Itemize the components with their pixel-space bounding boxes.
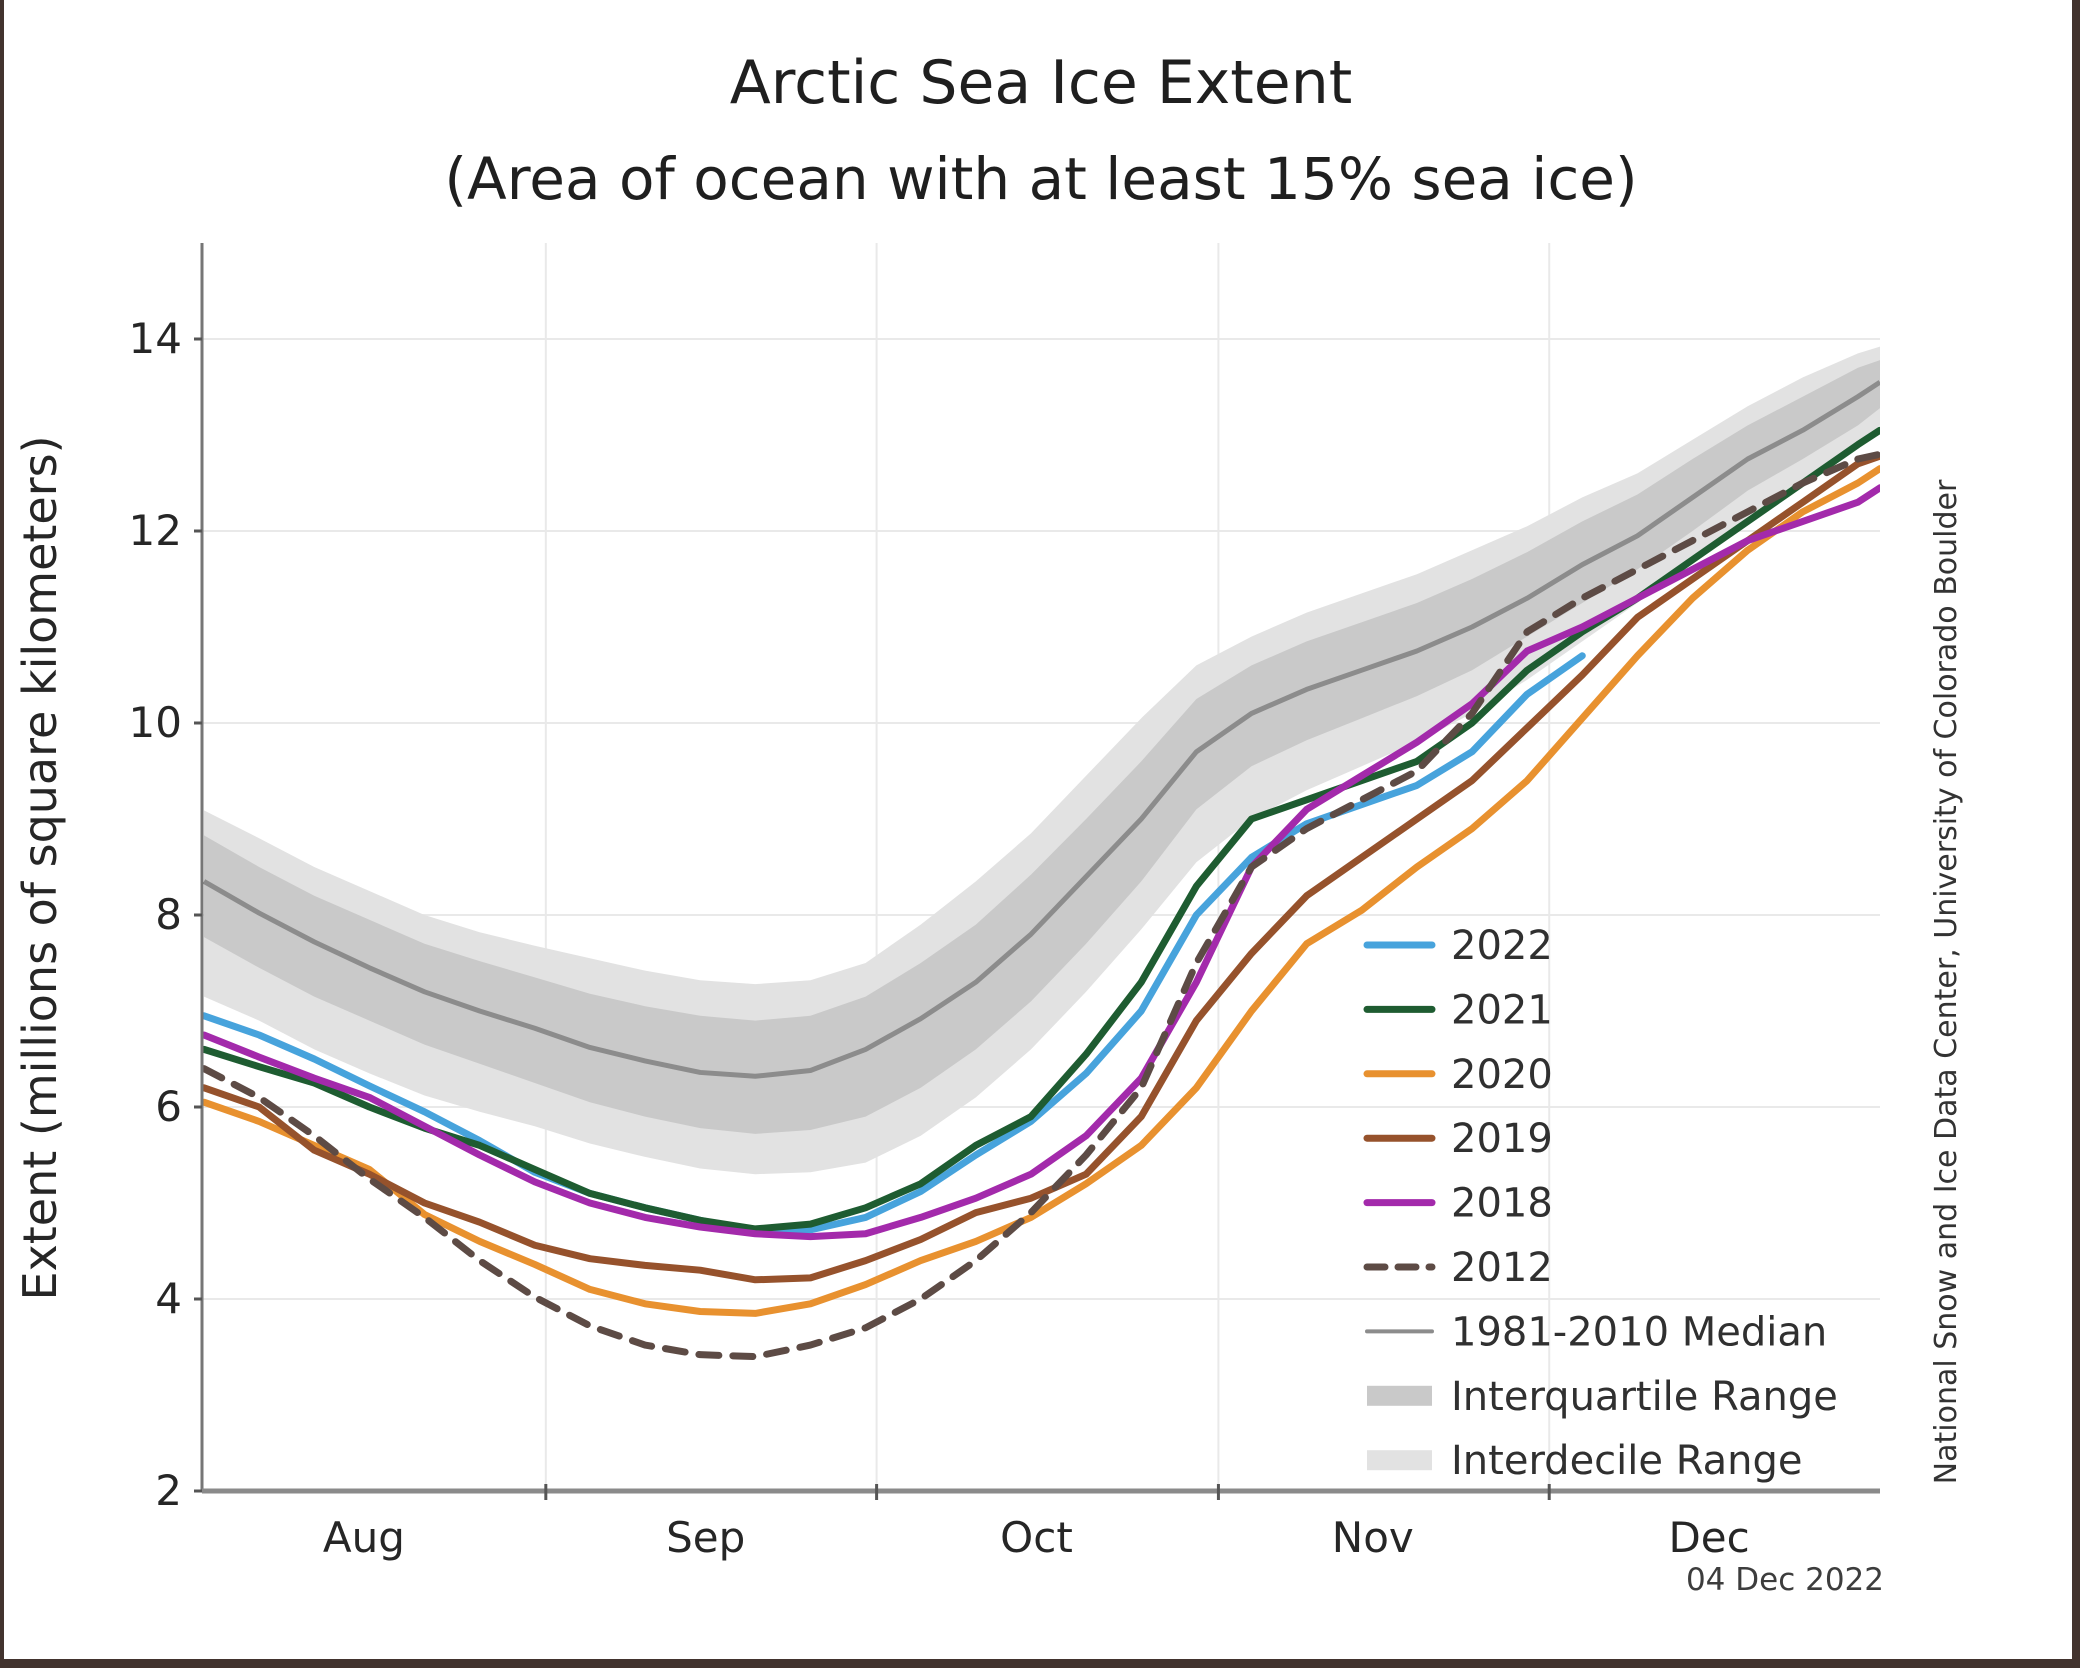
legend-label: Interdecile Range	[1451, 1438, 1803, 1484]
legend-label: 2012	[1451, 1245, 1553, 1291]
x-tick-label-Sep: Sep	[666, 1513, 745, 1562]
chart-legend: 2022 2021 2020 2019 2018 2012 1981-2010 Median…	[1363, 923, 1838, 1484]
legend-label: Interquartile Range	[1451, 1374, 1838, 1420]
x-tick-label-Aug: Aug	[323, 1513, 405, 1562]
series-line-2020	[202, 465, 1880, 1317]
y-axis-label: Extent (millions of square kilometers)	[13, 435, 67, 1300]
y-tick-label-6: 6	[155, 1082, 182, 1131]
series-line-2012	[202, 450, 1880, 1361]
legend-item-2019[interactable]: 2019	[1363, 1116, 1553, 1162]
legend-item-2021[interactable]: 2021	[1363, 987, 1553, 1033]
legend-item-2012[interactable]: 2012	[1363, 1245, 1553, 1291]
y-tick-label-8: 8	[155, 890, 182, 939]
x-tick-label-Oct: Oct	[1000, 1513, 1073, 1562]
legend-item-2020[interactable]: 2020	[1363, 1052, 1553, 1098]
interdecile-range-band	[204, 346, 1880, 1175]
legend-item-2018[interactable]: 2018	[1363, 1181, 1553, 1227]
y-tick-label-14: 14	[129, 314, 182, 363]
legend-swatch-bar	[1367, 1450, 1432, 1471]
series-line-2018	[202, 484, 1880, 1241]
median-line	[202, 380, 1880, 1079]
y-tick-label-2: 2	[155, 1466, 182, 1515]
y-tick-label-4: 4	[155, 1274, 182, 1323]
axes	[194, 243, 1880, 1500]
credit-text: National Snow and Ice Data Center, Unive…	[1929, 479, 1964, 1484]
y-tick-label-10: 10	[129, 698, 182, 747]
legend-item-2022[interactable]: 2022	[1363, 923, 1553, 969]
chart-title: Arctic Sea Ice Extent	[730, 48, 1353, 118]
date-stamp: 04 Dec 2022	[1686, 1562, 1884, 1598]
y-tick-label-12: 12	[129, 506, 182, 555]
legend-label: 2022	[1451, 923, 1553, 969]
x-tick-label-Nov: Nov	[1332, 1513, 1414, 1562]
chart-subtitle: (Area of ocean with at least 15% sea ice…	[444, 145, 1637, 213]
legend-swatch-bar	[1367, 1385, 1432, 1406]
interquartile-range-band	[204, 360, 1880, 1134]
legend-label: 2018	[1451, 1181, 1553, 1227]
legend-label: 2020	[1451, 1052, 1553, 1098]
range-bands	[204, 346, 1880, 1175]
data-lines	[202, 380, 1880, 1361]
legend-label: 2019	[1451, 1116, 1553, 1162]
x-tick-label-Dec: Dec	[1668, 1513, 1749, 1562]
legend-label: 1981-2010 Median	[1451, 1309, 1827, 1355]
legend-item-1981-2010-median[interactable]: 1981-2010 Median	[1365, 1309, 1827, 1355]
legend-item-interquartile-range[interactable]: Interquartile Range	[1367, 1374, 1838, 1420]
legend-label: 2021	[1451, 987, 1553, 1033]
legend-item-interdecile-range[interactable]: Interdecile Range	[1367, 1438, 1803, 1484]
tick-labels: 2 4 6 8 10 12 14 Aug Sep Oct Nov Dec	[129, 314, 1750, 1562]
